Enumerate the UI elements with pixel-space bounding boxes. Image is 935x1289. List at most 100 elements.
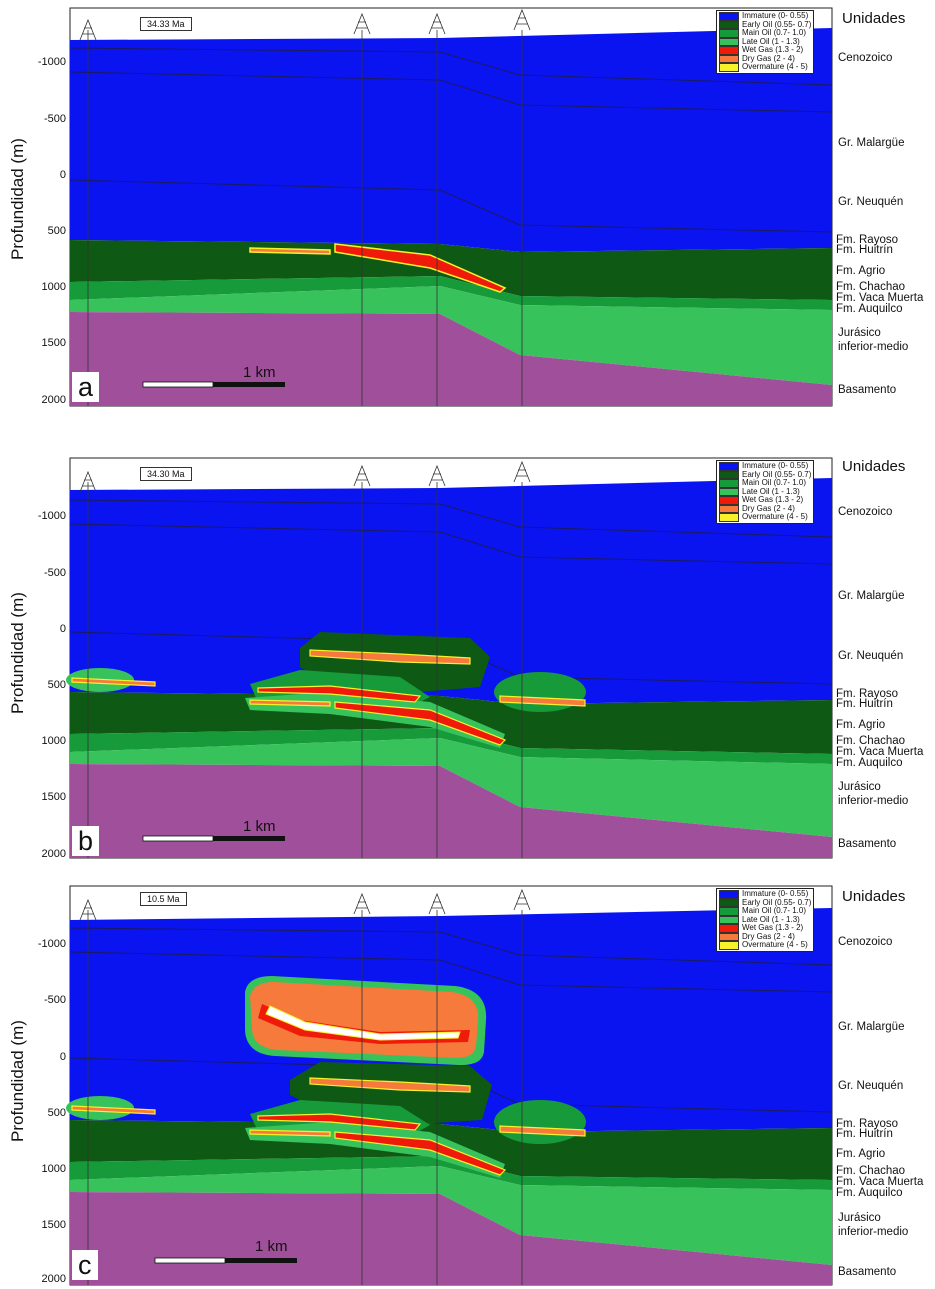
unit-label: Fm. Vaca Muerta xyxy=(836,292,924,304)
unit-label: Gr. Neuquén xyxy=(838,1080,904,1092)
y-axis-label: Profundidad (m) xyxy=(8,592,27,714)
y-tick: -500 xyxy=(43,567,66,579)
unit-label: Fm. Huitrín xyxy=(836,698,893,710)
aureole xyxy=(494,1100,586,1144)
y-tick: -500 xyxy=(43,994,66,1006)
immature-zone xyxy=(70,478,832,704)
scale-bar-label: 1 km xyxy=(255,1238,288,1255)
main-oil-zone xyxy=(70,276,832,310)
sill xyxy=(71,677,156,687)
sill xyxy=(309,649,471,665)
unit-label: Fm. Agrio xyxy=(836,265,886,277)
panel-letter: a xyxy=(72,372,100,402)
cross-section-b xyxy=(66,457,833,859)
legend-item: Immature (0- 0.55) xyxy=(719,889,811,899)
legend-item: Main Oil (0.7- 1.0) xyxy=(719,906,811,916)
unit-label: Cenozoico xyxy=(838,936,893,948)
age-label: 34.33 Ma xyxy=(140,17,192,31)
legend-item: Overmature (4 - 5) xyxy=(719,940,811,950)
unit-label: Fm. Chachao xyxy=(836,735,906,747)
unit-label: Fm. Vaca Muerta xyxy=(836,746,924,758)
units-title: Unidades xyxy=(842,10,906,27)
y-axis-label: Profundidad (m) xyxy=(8,1020,27,1142)
unit-label: Gr. Malargüe xyxy=(838,1021,905,1033)
y-tick: -500 xyxy=(43,113,66,125)
unit-label: Fm. Auquilco xyxy=(836,757,903,769)
unit-label: Cenozoico xyxy=(838,506,893,518)
well-markers xyxy=(79,460,531,858)
unit-label: Basamento xyxy=(838,1266,897,1278)
unit-label: inferior-medio xyxy=(838,341,909,353)
legend-item: Dry Gas (2 - 4) xyxy=(719,932,811,941)
well-markers xyxy=(79,888,531,1285)
y-tick: 1500 xyxy=(41,1219,66,1231)
legend-item: Early Oil (0.55- 0.7) xyxy=(719,898,811,907)
y-tick: 1500 xyxy=(41,337,66,349)
unit-label: inferior-medio xyxy=(838,795,909,807)
unit-label: inferior-medio xyxy=(838,1226,909,1238)
maturity-legend: Immature (0- 0.55) Early Oil (0.55- 0.7)… xyxy=(716,10,815,74)
main-oil-zone xyxy=(70,1156,832,1190)
unit-label: Fm. Agrio xyxy=(836,1148,886,1160)
y-tick: 0 xyxy=(59,623,66,635)
y-tick: -1000 xyxy=(37,938,66,950)
y-tick: 1500 xyxy=(41,791,66,803)
unit-label: Fm. Rayoso xyxy=(836,688,898,700)
legend-item: Wet Gas (1.3 - 2) xyxy=(719,45,811,55)
panel-a: Profundidad (m) -1000 -500 0 500 1000 15… xyxy=(0,0,935,420)
y-tick: 1000 xyxy=(41,281,66,293)
unit-label: Fm. Vaca Muerta xyxy=(836,1176,924,1188)
legend-item: Early Oil (0.55- 0.7) xyxy=(719,470,811,479)
late-oil-zone xyxy=(70,1166,832,1265)
units-title: Unidades xyxy=(842,888,906,905)
legend-item: Early Oil (0.55- 0.7) xyxy=(719,20,811,29)
unit-label: Fm. Agrio xyxy=(836,719,886,731)
panel-letter: c xyxy=(72,1250,98,1280)
sill-lens-1 xyxy=(249,247,331,255)
unit-label: Fm. Rayoso xyxy=(836,234,898,246)
legend-item: Overmature (4 - 5) xyxy=(719,62,811,72)
legend-item: Overmature (4 - 5) xyxy=(719,512,811,522)
late-oil-zone xyxy=(70,286,832,385)
y-tick: 500 xyxy=(47,1107,66,1119)
y-tick: 2000 xyxy=(41,848,66,860)
unit-label: Jurásico xyxy=(838,327,881,339)
y-tick: 1000 xyxy=(41,735,66,747)
sill xyxy=(265,1005,461,1041)
unit-label: Fm. Auquilco xyxy=(836,303,903,315)
unit-label: Gr. Malargüe xyxy=(838,137,905,149)
y-tick: 0 xyxy=(59,1051,66,1063)
y-tick: 2000 xyxy=(41,394,66,406)
late-oil-zone xyxy=(70,738,832,837)
unit-label: Fm. Huitrín xyxy=(836,244,893,256)
panel-b: Profundidad (m) -1000 -500 0 500 1000 15… xyxy=(0,452,935,872)
scale-bar-label: 1 km xyxy=(243,364,276,381)
y-axis-label: Profundidad (m) xyxy=(8,138,27,260)
legend-item: Late Oil (1 - 1.3) xyxy=(719,487,811,496)
y-tick: 500 xyxy=(47,679,66,691)
legend-item: Late Oil (1 - 1.3) xyxy=(719,37,811,46)
basement-zone xyxy=(70,764,832,858)
main-oil-zone xyxy=(70,728,832,764)
age-label: 10.5 Ma xyxy=(140,892,187,906)
sill xyxy=(257,685,422,703)
unit-label: Cenozoico xyxy=(838,52,893,64)
cross-section-a xyxy=(69,7,833,407)
y-tick: 0 xyxy=(59,169,66,181)
legend-item: Main Oil (0.7- 1.0) xyxy=(719,28,811,38)
y-tick: -1000 xyxy=(37,56,66,68)
sill xyxy=(334,1131,507,1176)
immature-zone xyxy=(70,28,832,252)
aureole xyxy=(494,672,586,712)
unit-label: Fm. Auquilco xyxy=(836,1187,903,1199)
well-markers xyxy=(79,8,531,406)
unit-label: Fm. Chachao xyxy=(836,281,906,293)
unit-label: Gr. Malargüe xyxy=(838,590,905,602)
unit-label: Fm. Rayoso xyxy=(836,1118,898,1130)
legend-item: Dry Gas (2 - 4) xyxy=(719,504,811,513)
legend-item: Late Oil (1 - 1.3) xyxy=(719,915,811,924)
legend-item: Wet Gas (1.3 - 2) xyxy=(719,923,811,933)
panel-letter: b xyxy=(72,826,100,856)
sill xyxy=(334,701,507,746)
legend-item: Immature (0- 0.55) xyxy=(719,461,811,471)
